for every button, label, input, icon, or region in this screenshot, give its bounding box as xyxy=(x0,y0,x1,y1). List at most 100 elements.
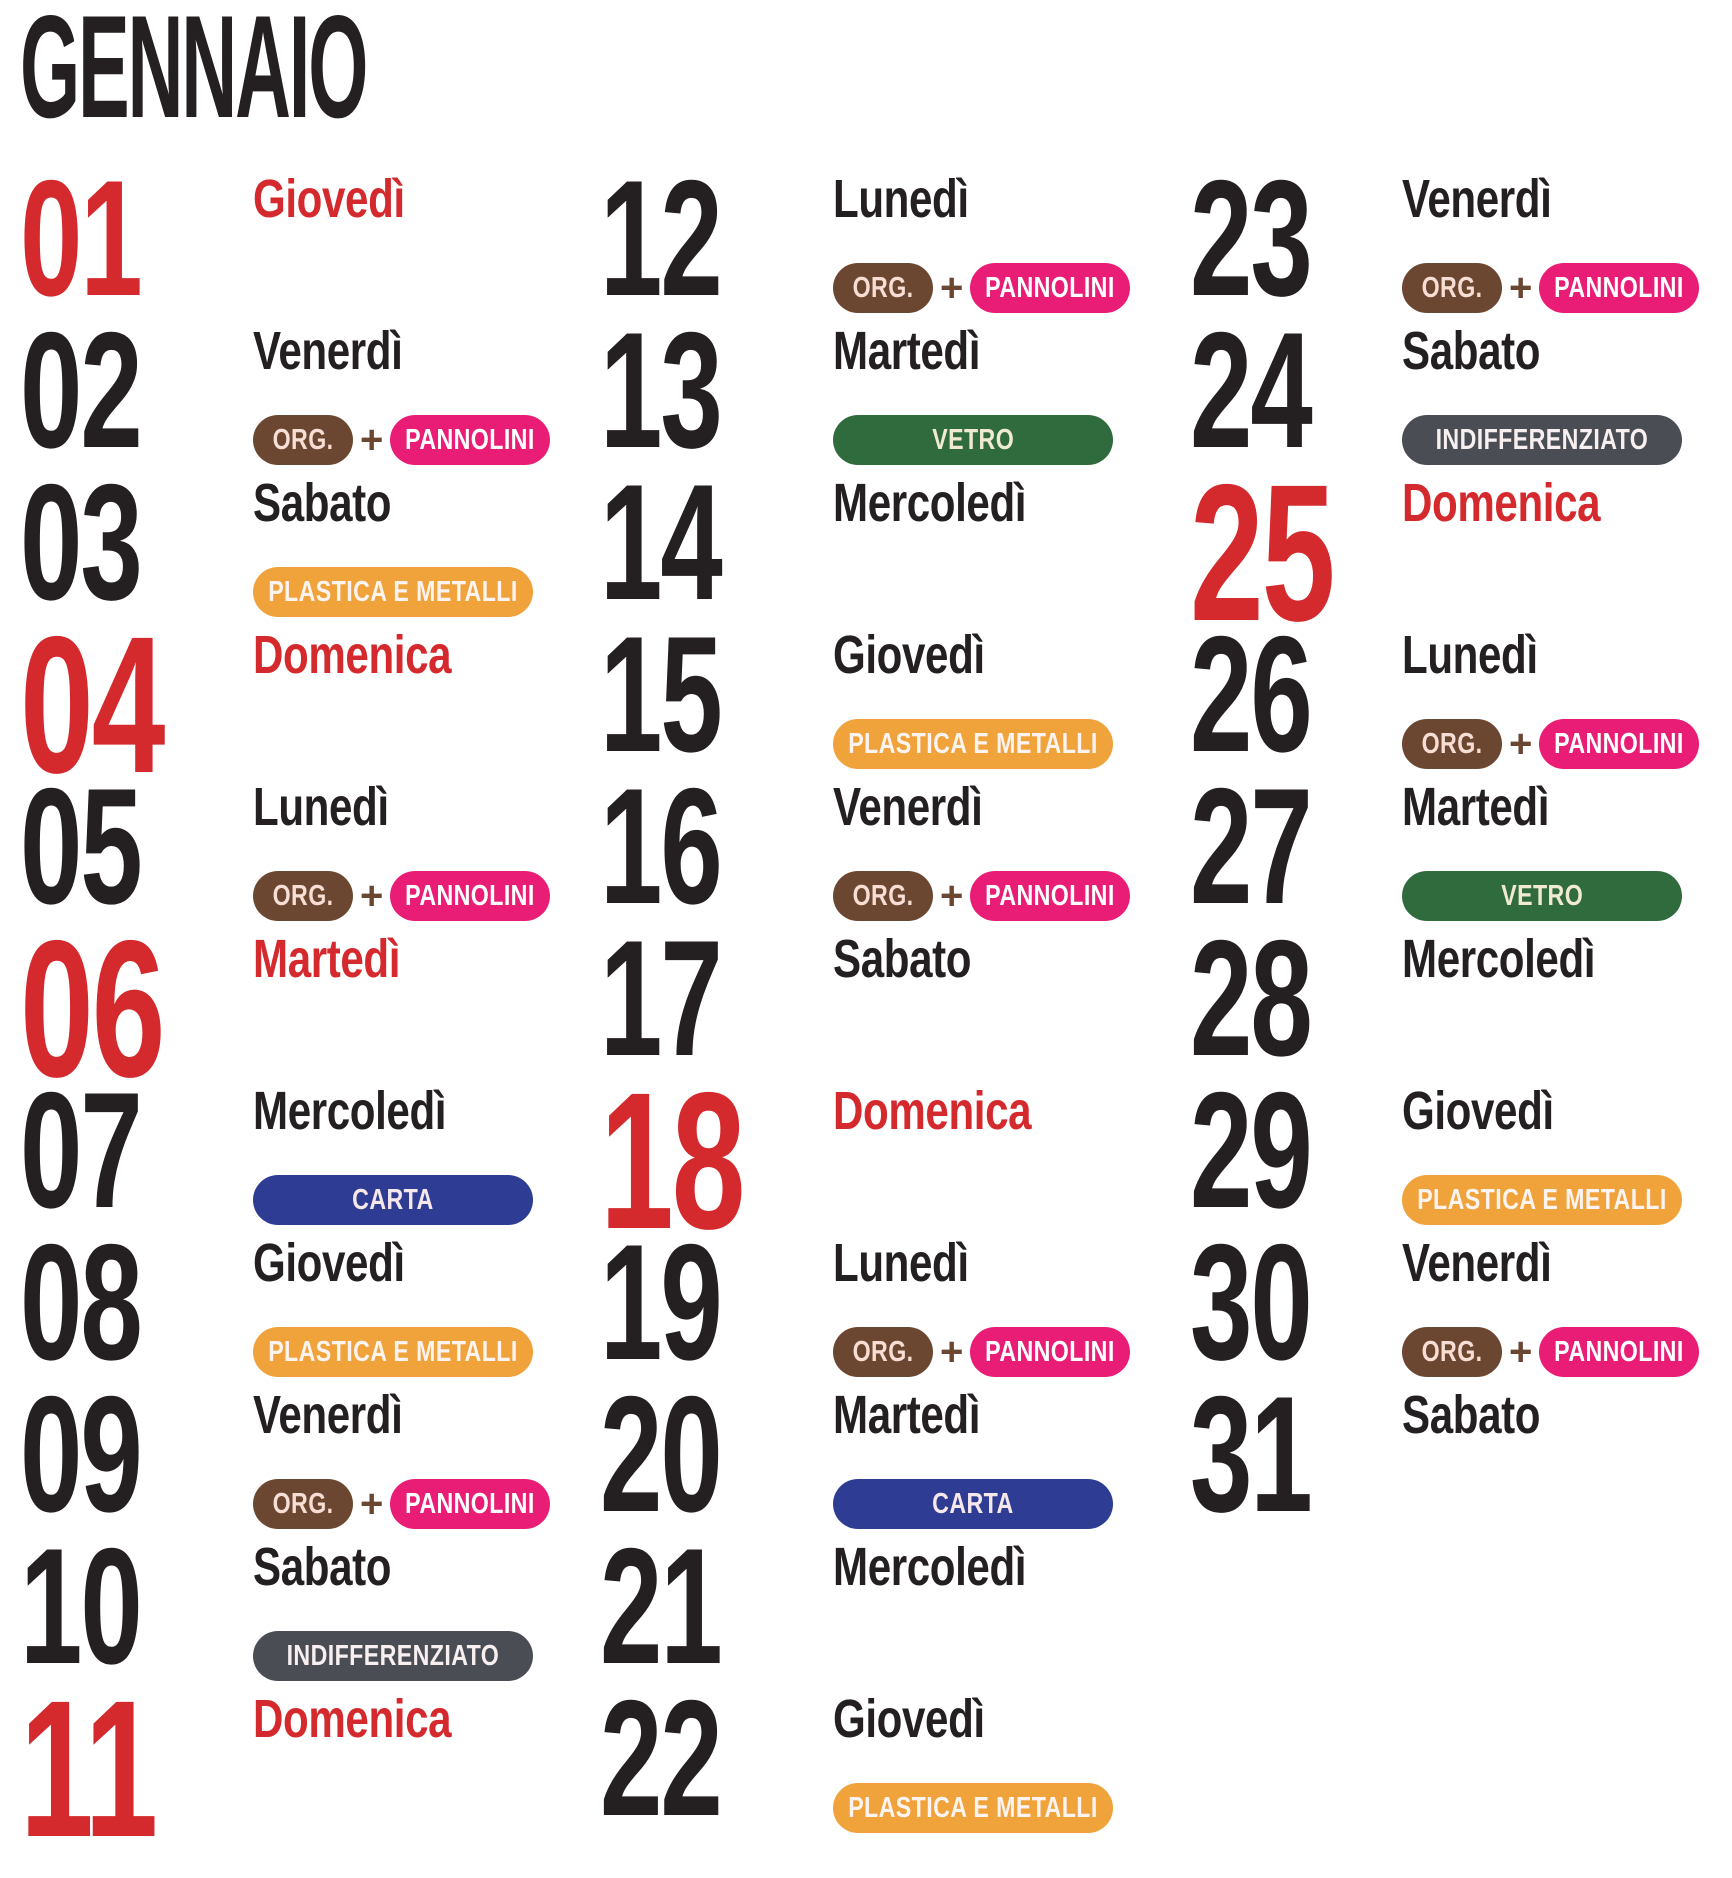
weekday-label: Mercoledì xyxy=(833,1540,1160,1594)
day-number: 08 xyxy=(20,1210,143,1394)
day-row: 05 Lunedì ORG. + PANNOLINI xyxy=(20,764,580,929)
day-number-cell: 19 xyxy=(600,1220,833,1385)
badge-pannolini: PANNOLINI xyxy=(390,871,551,921)
weekday-text: Venerdì xyxy=(253,321,403,381)
day-content: Venerdì ORG. + PANNOLINI xyxy=(1402,168,1730,313)
day-number-cell: 21 xyxy=(600,1524,833,1689)
badge-label: PLASTICA E METALLI xyxy=(848,727,1098,760)
weekday-label: Sabato xyxy=(253,476,580,530)
badge-label: ORG. xyxy=(1421,727,1483,760)
plus-icon: + xyxy=(940,874,964,918)
day-number: 18 xyxy=(600,1052,745,1270)
day-row: 30 Venerdì ORG. + PANNOLINI xyxy=(1190,1220,1730,1385)
day-content: Mercoledì xyxy=(833,1536,1160,1594)
weekday-label: Sabato xyxy=(1402,1388,1730,1442)
badge-pannolini: PANNOLINI xyxy=(390,415,551,465)
badge-row: PLASTICA E METALLI xyxy=(253,1327,580,1377)
day-number-cell: 28 xyxy=(1190,916,1402,1081)
weekday-label: Venerdì xyxy=(1402,172,1730,226)
badge-label: ORG. xyxy=(272,879,334,912)
day-number-cell: 26 xyxy=(1190,612,1402,777)
badge-label: PANNOLINI xyxy=(405,1487,536,1520)
badge-plastica: PLASTICA E METALLI xyxy=(253,567,533,617)
weekday-text: Mercoledì xyxy=(1402,929,1596,989)
day-content: Venerdì ORG. + PANNOLINI xyxy=(253,320,580,465)
weekday-label: Mercoledì xyxy=(1402,932,1730,986)
weekday-label: Mercoledì xyxy=(833,476,1160,530)
day-row: 29 Giovedì PLASTICA E METALLI xyxy=(1190,1068,1730,1233)
plus-icon: + xyxy=(940,1330,964,1374)
day-row: 17 Sabato xyxy=(600,916,1160,1081)
badge-row: INDIFFERENZIATO xyxy=(1402,415,1730,465)
month-title: GENNAIO xyxy=(20,0,368,148)
day-content: Giovedì PLASTICA E METALLI xyxy=(833,1688,1160,1833)
badge-org: ORG. xyxy=(1402,719,1502,769)
badge-row: INDIFFERENZIATO xyxy=(253,1631,580,1681)
day-number-cell: 16 xyxy=(600,764,833,929)
day-number: 20 xyxy=(600,1362,723,1546)
day-row: 12 Lunedì ORG. + PANNOLINI xyxy=(600,156,1160,321)
badge-label: ORG. xyxy=(852,271,914,304)
weekday-label: Domenica xyxy=(253,628,580,682)
day-content: Domenica xyxy=(833,1080,1160,1138)
badge-pannolini: PANNOLINI xyxy=(1539,263,1700,313)
day-content: Lunedì ORG. + PANNOLINI xyxy=(253,776,580,921)
day-content: Giovedì PLASTICA E METALLI xyxy=(833,624,1160,769)
day-number: 25 xyxy=(1190,444,1335,662)
weekday-text: Giovedì xyxy=(253,1233,405,1293)
weekday-label: Martedì xyxy=(1402,780,1730,834)
badge-carta: CARTA xyxy=(833,1479,1113,1529)
weekday-text: Venerdì xyxy=(253,1385,403,1445)
day-content: Mercoledì xyxy=(1402,928,1730,986)
badge-row: ORG. + PANNOLINI xyxy=(833,871,1160,921)
day-number-cell: 05 xyxy=(20,764,253,929)
weekday-text: Giovedì xyxy=(253,169,405,229)
day-number-cell: 14 xyxy=(600,460,833,625)
day-number: 14 xyxy=(600,450,723,634)
calendar-column: 23 Venerdì ORG. + PANNOLINI 24 Sabato INDIFFERE… xyxy=(1190,156,1730,1537)
badge-indifferenziato: INDIFFERENZIATO xyxy=(253,1631,533,1681)
badge-org: ORG. xyxy=(253,1479,353,1529)
badge-pannolini: PANNOLINI xyxy=(970,1327,1131,1377)
weekday-text: Sabato xyxy=(253,1537,392,1597)
day-row: 22 Giovedì PLASTICA E METALLI xyxy=(600,1676,1160,1841)
day-content: Sabato xyxy=(833,928,1160,986)
day-content: Lunedì ORG. + PANNOLINI xyxy=(833,168,1160,313)
day-row: 03 Sabato PLASTICA E METALLI xyxy=(20,460,580,625)
badge-label: INDIFFERENZIATO xyxy=(1435,423,1649,456)
weekday-text: Giovedì xyxy=(1402,1081,1554,1141)
day-content: Domenica xyxy=(1402,472,1730,530)
weekday-text: Mercoledì xyxy=(833,473,1027,533)
badge-row: PLASTICA E METALLI xyxy=(1402,1175,1730,1225)
day-number: 15 xyxy=(600,602,723,786)
day-number-cell: 01 xyxy=(20,156,253,321)
weekday-label: Giovedì xyxy=(253,172,580,226)
day-row: 26 Lunedì ORG. + PANNOLINI xyxy=(1190,612,1730,777)
badge-plastica: PLASTICA E METALLI xyxy=(253,1327,533,1377)
day-number-cell: 03 xyxy=(20,460,253,625)
badge-row: CARTA xyxy=(253,1175,580,1225)
weekday-label: Martedì xyxy=(253,932,580,986)
weekday-text: Sabato xyxy=(833,929,972,989)
day-number-cell: 27 xyxy=(1190,764,1402,929)
calendar-column: 01 Giovedì 02 Venerdì ORG. + PANNOLINI 03 Sabato… xyxy=(20,156,580,1867)
day-number: 09 xyxy=(20,1362,143,1546)
badge-label: ORG. xyxy=(1421,271,1483,304)
day-content: Lunedì ORG. + PANNOLINI xyxy=(833,1232,1160,1377)
day-number: 16 xyxy=(600,754,723,938)
weekday-text: Sabato xyxy=(253,473,392,533)
weekday-label: Martedì xyxy=(833,324,1160,378)
weekday-label: Lunedì xyxy=(833,172,1160,226)
badge-label: CARTA xyxy=(932,1487,1014,1520)
day-number-cell: 30 xyxy=(1190,1220,1402,1385)
badge-label: PANNOLINI xyxy=(985,879,1116,912)
weekday-text: Giovedì xyxy=(833,1689,985,1749)
day-number: 13 xyxy=(600,298,723,482)
weekday-text: Mercoledì xyxy=(253,1081,447,1141)
day-number-cell: 02 xyxy=(20,308,253,473)
weekday-text: Lunedì xyxy=(833,169,969,229)
day-number: 28 xyxy=(1190,906,1313,1090)
weekday-label: Domenica xyxy=(253,1692,580,1746)
badge-row: ORG. + PANNOLINI xyxy=(253,415,580,465)
day-content: Venerdì ORG. + PANNOLINI xyxy=(253,1384,580,1529)
